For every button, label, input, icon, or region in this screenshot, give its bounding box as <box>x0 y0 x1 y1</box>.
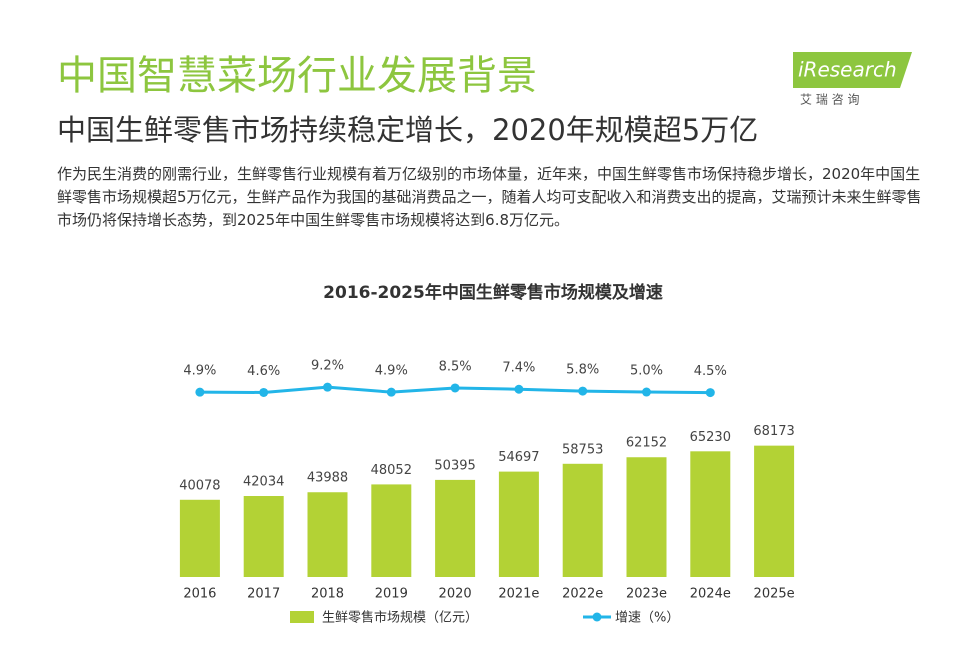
bar <box>754 445 795 577</box>
data-label: 62152 <box>626 436 667 451</box>
line-point <box>514 384 524 394</box>
legend-label: 增速（%） <box>615 611 679 626</box>
line-point <box>578 386 588 396</box>
bar <box>243 496 284 577</box>
x-tick-label: 2019 <box>375 587 408 602</box>
bar <box>690 451 731 577</box>
bar <box>626 457 667 577</box>
line-point <box>705 388 715 398</box>
data-label: 42034 <box>243 475 284 490</box>
page-subtitle: 中国生鲜零售市场持续稳定增长，2020年规模超5万亿 <box>57 113 758 147</box>
x-tick-label: 2025e <box>754 587 795 602</box>
logo-sub: 艾 瑞 咨 询 <box>800 92 859 107</box>
x-tick-label: 2016 <box>183 587 216 602</box>
bar <box>562 463 603 577</box>
data-label: 9.2% <box>311 359 344 374</box>
legend-swatch <box>290 611 314 623</box>
logo-banner <box>793 52 912 88</box>
data-label: 58753 <box>562 442 603 457</box>
line-point <box>195 387 205 397</box>
line-point <box>323 382 332 392</box>
data-label: 4.6% <box>247 364 280 379</box>
x-tick-label: 2024e <box>690 587 731 602</box>
data-label: 68173 <box>753 424 794 439</box>
line-point <box>259 387 269 397</box>
data-label: 43988 <box>307 471 348 486</box>
bar <box>435 479 476 577</box>
data-label: 4.5% <box>694 364 727 379</box>
bar <box>179 499 220 577</box>
bar <box>307 492 348 577</box>
legend-swatch <box>592 612 602 622</box>
data-label: 5.0% <box>630 364 663 379</box>
x-tick-label: 2021e <box>498 587 539 602</box>
data-label: 40078 <box>179 478 220 493</box>
chart-title: 2016-2025年中国生鲜零售市场规模及增速 <box>323 282 663 303</box>
x-tick-label: 2018 <box>311 587 344 602</box>
paragraph: 作为民生消费的刚需行业，生鲜零售行业规模有着万亿级别的市场体量，近年来，中国生鲜… <box>57 165 922 229</box>
x-tick-label: 2022e <box>562 587 603 602</box>
line-point <box>386 387 396 397</box>
logo: iResearch <box>798 58 897 82</box>
data-label: 5.8% <box>566 363 599 378</box>
data-label: 4.9% <box>375 364 408 379</box>
legend-label: 生鲜零售市场规模（亿元） <box>322 610 478 626</box>
data-label: 7.4% <box>502 361 535 376</box>
data-label: 48052 <box>371 463 412 478</box>
line-point <box>450 383 460 393</box>
data-label: 4.9% <box>183 364 216 379</box>
x-tick-label: 2017 <box>247 587 280 602</box>
line-point <box>642 387 651 397</box>
data-label: 54697 <box>498 450 539 465</box>
page-title: 中国智慧菜场行业发展背景 <box>57 53 537 99</box>
bar <box>371 484 412 577</box>
x-tick-label: 2023e <box>626 587 667 602</box>
bar <box>498 471 539 577</box>
data-label: 8.5% <box>439 359 472 374</box>
data-label: 65230 <box>690 430 731 445</box>
data-label: 50395 <box>434 458 475 473</box>
x-tick-label: 2020 <box>439 587 472 602</box>
